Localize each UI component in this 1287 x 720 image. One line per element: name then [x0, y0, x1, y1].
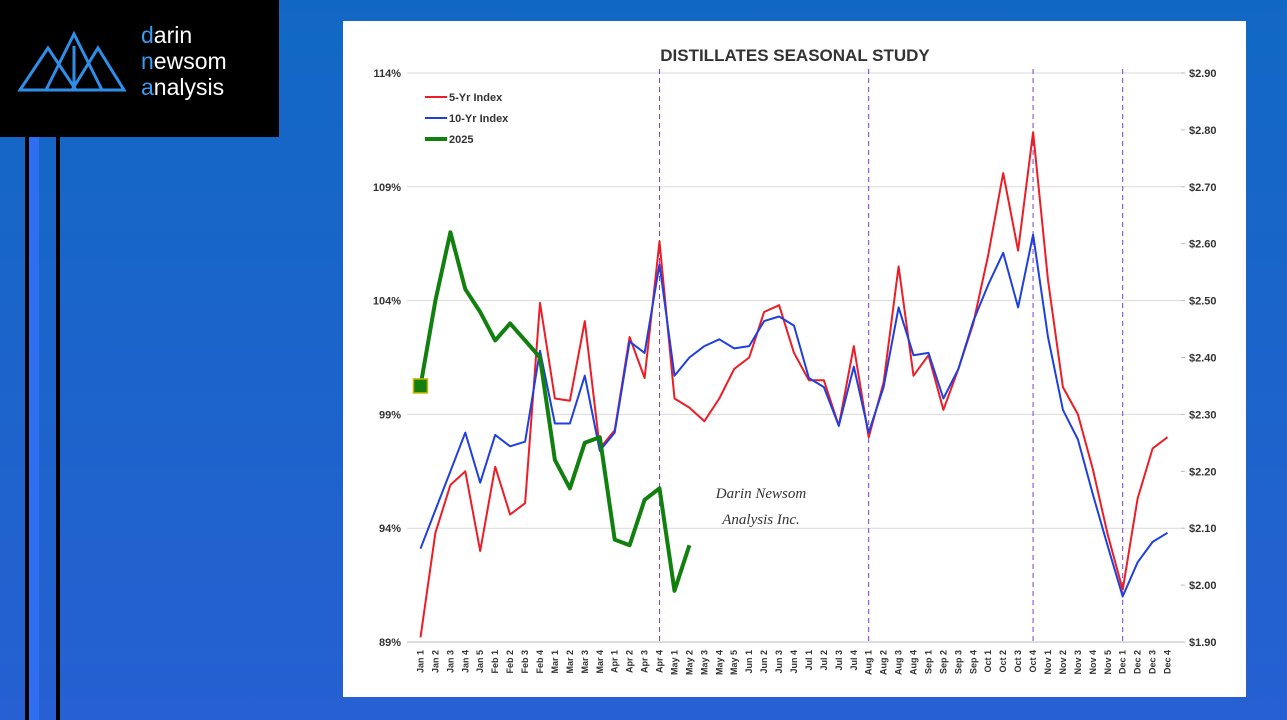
watermark: Analysis Inc.	[721, 512, 799, 528]
series-line	[419, 131, 1169, 638]
y2-tick-label: $2.90	[1189, 68, 1217, 80]
chart-title: DISTILLATES SEASONAL STUDY	[660, 46, 930, 65]
legend-label: 10-Yr Index	[449, 113, 509, 125]
watermark: Darin Newsom	[715, 486, 807, 502]
y-tick-label: 89%	[379, 637, 401, 649]
start-marker	[412, 378, 429, 394]
x-tick-label: May 1	[669, 650, 679, 675]
x-tick-label: Jan 5	[475, 650, 485, 673]
x-tick-label: Dec 4	[1163, 650, 1173, 674]
x-tick-label: Jul 2	[819, 650, 829, 671]
y2-tick-label: $1.90	[1189, 637, 1217, 649]
x-tick-label: Sep 1	[923, 650, 933, 674]
x-tick-label: Feb 3	[520, 650, 530, 674]
x-tick-label: Apr 4	[655, 650, 665, 673]
logo-text: darin	[141, 22, 193, 48]
y2-tick-label: $2.00	[1189, 580, 1217, 592]
x-tick-label: Mar 1	[550, 650, 560, 674]
legend-label: 5-Yr Index	[449, 92, 503, 104]
x-tick-label: Aug 3	[894, 650, 904, 675]
x-tick-label: Feb 1	[490, 650, 500, 674]
x-tick-label: May 3	[699, 650, 709, 675]
x-tick-label: Sep 2	[938, 650, 948, 674]
logo: darin newsom analysis	[0, 0, 279, 137]
y2-tick-label: $2.70	[1189, 182, 1217, 194]
x-tick-label: Jan 1	[415, 650, 425, 673]
x-tick-label: Sep 3	[953, 650, 963, 674]
logo-text: analysis	[141, 74, 225, 100]
y2-tick-label: $2.40	[1189, 353, 1217, 365]
x-tick-label: Nov 1	[1043, 650, 1053, 675]
y-tick-label: 114%	[373, 68, 401, 80]
x-tick-label: Nov 4	[1088, 650, 1098, 675]
x-tick-label: Jun 1	[744, 650, 754, 674]
x-tick-label: Jun 3	[774, 650, 784, 674]
logo-icon	[17, 30, 127, 92]
x-tick-label: Mar 2	[565, 650, 575, 674]
x-tick-label: Dec 3	[1148, 650, 1158, 674]
y-tick-label: 99%	[379, 409, 401, 421]
logo-text: newsom	[141, 48, 227, 74]
legend-label: 2025	[449, 134, 473, 146]
x-tick-label: Jan 3	[445, 650, 455, 673]
x-tick-label: May 4	[714, 650, 724, 675]
x-tick-label: Apr 1	[610, 650, 620, 673]
x-tick-label: Aug 1	[864, 650, 874, 675]
x-tick-label: Oct 2	[998, 650, 1008, 673]
y2-tick-label: $2.30	[1189, 409, 1217, 421]
x-tick-label: Jun 4	[789, 650, 799, 674]
x-tick-label: Oct 4	[1028, 650, 1038, 673]
x-tick-label: Feb 4	[535, 650, 545, 674]
x-tick-label: Oct 1	[983, 650, 993, 673]
y2-tick-label: $2.80	[1189, 125, 1217, 137]
x-tick-label: Apr 3	[640, 650, 650, 673]
x-tick-label: Nov 5	[1103, 650, 1113, 675]
x-tick-label: Jul 1	[804, 650, 814, 671]
series-line	[418, 230, 692, 593]
x-tick-label: Dec 2	[1133, 650, 1143, 674]
x-tick-label: Feb 2	[505, 650, 515, 674]
y-tick-label: 94%	[379, 523, 401, 535]
series-line	[419, 233, 1169, 598]
x-tick-label: Apr 2	[625, 650, 635, 673]
deco-bar	[56, 137, 60, 720]
x-tick-label: Oct 3	[1013, 650, 1023, 673]
y2-tick-label: $2.10	[1189, 523, 1217, 535]
y2-tick-label: $2.50	[1189, 296, 1217, 308]
x-tick-label: Aug 2	[879, 650, 889, 675]
x-tick-label: Dec 1	[1118, 650, 1128, 674]
x-tick-label: Jun 2	[759, 650, 769, 674]
x-tick-label: May 5	[729, 650, 739, 675]
x-tick-label: Aug 4	[909, 650, 919, 675]
x-tick-label: Mar 3	[580, 650, 590, 674]
y2-tick-label: $2.60	[1189, 239, 1217, 251]
x-tick-label: Sep 4	[968, 650, 978, 674]
x-tick-label: Jan 4	[460, 650, 470, 673]
x-tick-label: Nov 3	[1073, 650, 1083, 675]
x-tick-label: Nov 2	[1058, 650, 1068, 675]
deco-bar	[25, 137, 29, 720]
x-tick-label: Jul 3	[834, 650, 844, 671]
deco-bar	[29, 137, 39, 720]
chart: DISTILLATES SEASONAL STUDY 89% 94% 99% 104%…	[343, 21, 1246, 697]
x-tick-label: Mar 4	[595, 650, 605, 674]
y-tick-label: 104%	[373, 296, 401, 308]
x-tick-label: Jan 2	[430, 650, 440, 673]
y2-tick-label: $2.20	[1189, 466, 1217, 478]
x-tick-label: May 2	[684, 650, 694, 675]
y-tick-label: 109%	[373, 182, 401, 194]
x-tick-label: Jul 4	[849, 650, 859, 671]
